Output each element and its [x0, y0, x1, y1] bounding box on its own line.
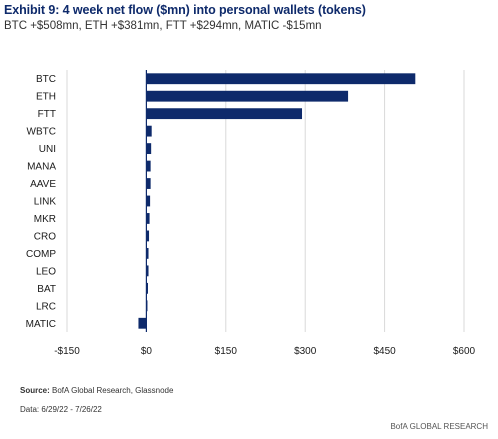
category-label-eth: ETH	[36, 92, 56, 103]
category-label-matic: MATIC	[26, 319, 56, 330]
x-tick-label: $150	[215, 346, 238, 357]
x-tick-label: $0	[141, 346, 153, 357]
brand-footer: BofA GLOBAL RESEARCH	[390, 422, 488, 431]
bar-matic	[138, 317, 147, 329]
source-note: Source: BofA Global Research, Glassnode	[20, 386, 173, 395]
bar-wbtc	[146, 125, 152, 137]
category-label-btc: BTC	[36, 74, 56, 85]
bar-cro	[146, 230, 150, 242]
bar-link	[146, 195, 151, 207]
bar-aave	[146, 178, 151, 189]
category-label-cro: CRO	[34, 231, 56, 242]
x-tick-label: $600	[453, 346, 476, 357]
category-label-comp: COMP	[26, 249, 56, 260]
bars	[138, 70, 416, 332]
category-labels: BTC ETH FTT WBTC UNI MANA AAVE LINK MKR CRO COMP LE…	[26, 74, 57, 330]
chart-title: Exhibit 9: 4 week net flow ($mn) into pe…	[4, 3, 366, 17]
category-label-aave: AAVE	[30, 179, 56, 190]
category-label-lrc: LRC	[36, 301, 56, 312]
bar-comp	[146, 247, 149, 259]
bar-mana	[146, 160, 151, 172]
x-tick-label: -$150	[54, 346, 80, 357]
x-tick-label: $300	[294, 346, 317, 357]
category-label-ftt: FTT	[38, 109, 56, 120]
category-label-leo: LEO	[36, 266, 56, 277]
data-range-note: Data: 6/29/22 - 7/26/22	[20, 405, 102, 414]
chart-subtitle: BTC +$508mn, ETH +$381mn, FTT +$294mn, M…	[4, 20, 322, 32]
bar-eth	[146, 90, 349, 102]
category-label-wbtc: WBTC	[27, 127, 56, 138]
bar-ftt	[146, 108, 303, 120]
category-label-bat: BAT	[37, 284, 56, 295]
category-label-link: LINK	[34, 197, 57, 208]
bar-uni	[146, 143, 152, 155]
category-label-mana: MANA	[27, 162, 56, 173]
bar-bat	[146, 282, 148, 294]
category-label-uni: UNI	[39, 144, 56, 155]
bar-mkr	[146, 213, 150, 224]
x-tick-labels: -$150 $0 $150 $300 $450 $600	[54, 346, 475, 357]
bar-leo	[146, 265, 149, 277]
source-label: Source:	[20, 386, 50, 395]
x-tick-label: $450	[373, 346, 396, 357]
category-label-mkr: MKR	[34, 214, 56, 225]
source-text: BofA Global Research, Glassnode	[49, 386, 174, 395]
bar-btc	[146, 73, 416, 85]
